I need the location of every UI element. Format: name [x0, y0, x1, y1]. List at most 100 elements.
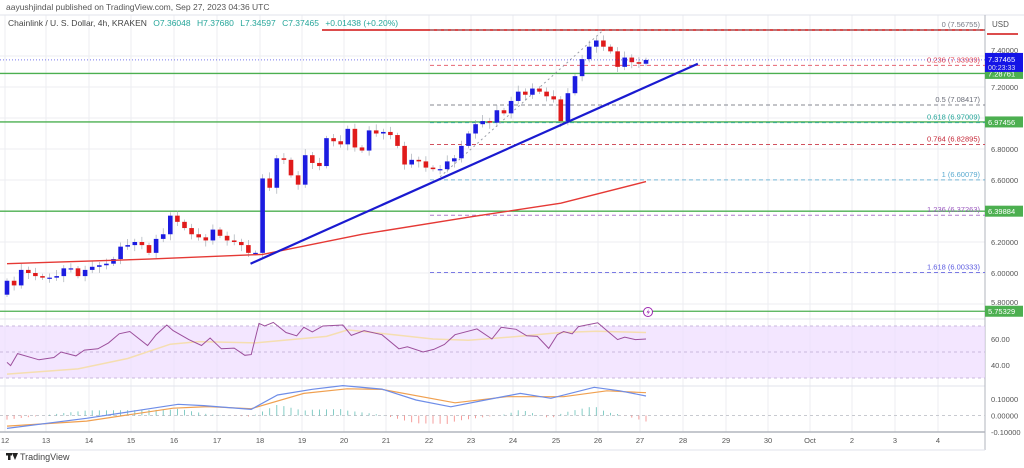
ohlc-open: O7.36048 [153, 18, 191, 28]
rsi-ma-line [6, 329, 647, 375]
candle [466, 131, 471, 149]
candle [402, 141, 407, 170]
candle-body [253, 252, 258, 255]
level-price-tag [985, 205, 1023, 217]
candle [267, 172, 272, 192]
candle-body [636, 62, 642, 64]
candle-body [537, 88, 542, 92]
candle [444, 155, 450, 173]
candle [381, 128, 386, 140]
candle-body [530, 88, 535, 95]
date-tick-label: 30 [764, 436, 772, 445]
candle [33, 267, 38, 281]
macd-tick-label: -0.10000 [991, 428, 1021, 437]
date-tick-label: 4 [936, 436, 940, 445]
candle-body [97, 265, 102, 267]
date-tick-label: 27 [636, 436, 644, 445]
price-tick-label: 5.80000 [991, 298, 1018, 307]
candle-body [217, 229, 223, 236]
candle-body [395, 135, 400, 146]
candle-body [373, 130, 379, 134]
candle [175, 210, 180, 227]
candle [89, 260, 95, 274]
candle [423, 156, 429, 172]
candle [324, 135, 329, 169]
candle-body [54, 276, 59, 278]
candle [302, 149, 308, 188]
candle-body [61, 268, 67, 277]
candle-body [572, 76, 578, 94]
fib-level-label: 1.236 (6.37263) [927, 205, 980, 214]
candle-body [196, 234, 201, 238]
candle-body [153, 238, 159, 253]
candle-body [75, 268, 81, 277]
candle [459, 140, 464, 163]
candle [565, 88, 571, 126]
fib-level-label: 0.236 (7.33939) [927, 55, 980, 64]
candle [508, 96, 514, 119]
candle-body [409, 159, 414, 165]
tradingview-logo[interactable]: TradingView [6, 452, 70, 462]
candle-body [473, 124, 478, 134]
macd-signal-line [6, 388, 647, 427]
candle [146, 242, 152, 256]
candle-body [430, 167, 436, 170]
candle [203, 234, 209, 247]
candle [139, 236, 145, 250]
drawings[interactable] [6, 62, 699, 265]
candle [153, 234, 159, 258]
candle [231, 234, 237, 246]
fibonacci-retracement[interactable]: 0 (7.56755) 0.236 (7.33939) 0.5 (7.08417) 0… [430, 20, 985, 273]
candles [4, 35, 649, 298]
date-tick-label: 14 [85, 436, 93, 445]
candle [274, 155, 280, 194]
price-tick-label: 7.40000 [991, 46, 1018, 55]
candle-body [310, 155, 315, 163]
candle [586, 40, 592, 63]
candle-body [523, 91, 528, 95]
candle [61, 265, 67, 283]
candle [317, 157, 322, 171]
candle-body [267, 178, 272, 188]
date-tick-label: 18 [256, 436, 264, 445]
candle [338, 135, 343, 148]
candle [373, 124, 379, 137]
date-tick-label: 26 [594, 436, 602, 445]
candle-body [89, 266, 95, 270]
candle [544, 87, 549, 102]
candle-body [629, 57, 635, 63]
candle-body [402, 145, 407, 165]
candle-body [388, 131, 393, 136]
price-tick-label: 7.20000 [991, 83, 1018, 92]
candle-body [643, 59, 649, 64]
candle [622, 51, 627, 71]
date-tick-label: 29 [722, 436, 730, 445]
candle [601, 35, 606, 51]
candle-body [466, 133, 471, 146]
candle-body [565, 93, 571, 122]
bullish-trendline [250, 62, 699, 265]
candle [68, 263, 74, 273]
candle-body [47, 277, 52, 279]
candle-body [494, 110, 500, 123]
candle-body [366, 130, 372, 151]
date-tick-label: 22 [425, 436, 433, 445]
candle-body [274, 158, 280, 188]
candle-body [224, 235, 230, 241]
candle-body [586, 46, 592, 60]
currency-label[interactable]: USD [992, 20, 1009, 29]
symbol-legend[interactable]: Chainlink / U. S. Dollar, 4h, KRAKEN O7.… [8, 18, 398, 28]
level-price-tag [985, 305, 1023, 317]
candle [4, 278, 10, 298]
candle-body [452, 158, 457, 162]
candle [643, 57, 649, 67]
lightning-icon[interactable] [643, 307, 653, 317]
candle-body [40, 276, 45, 278]
level-price-tag [985, 116, 1023, 128]
level-price-label: 7.28761 [988, 69, 1015, 78]
candle [409, 153, 414, 168]
fib-level-label: 0.618 (6.97009) [927, 113, 980, 122]
candle-body [82, 269, 88, 277]
candle [239, 238, 244, 252]
